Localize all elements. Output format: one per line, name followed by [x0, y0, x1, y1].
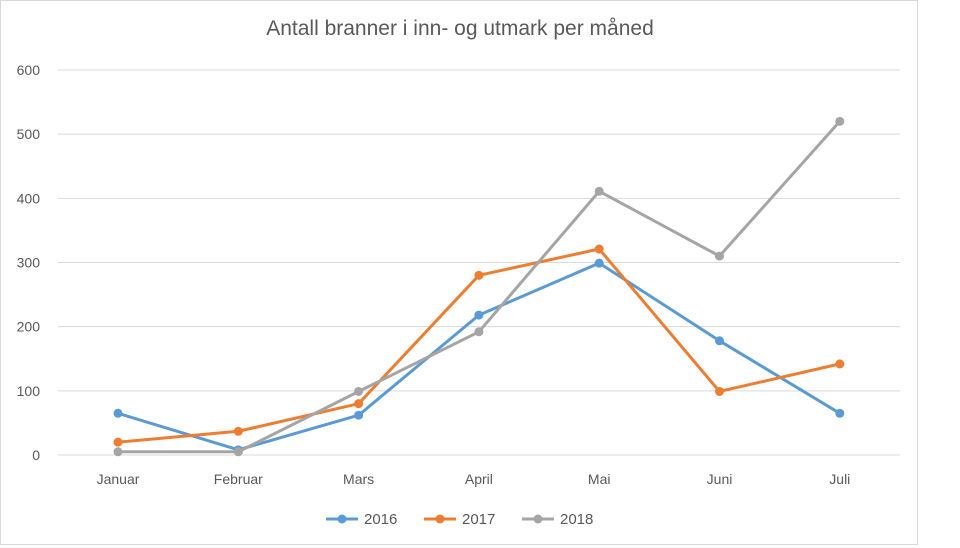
data-point-2018: [474, 327, 484, 337]
y-tick-label: 600: [17, 62, 41, 78]
legend-marker-2016: [337, 514, 347, 524]
y-tick-label: 400: [17, 190, 41, 206]
data-point-2016: [474, 310, 484, 320]
data-point-2018: [594, 186, 604, 196]
chart-frame: Antall branner i inn- og utmark per måne…: [0, 0, 918, 545]
data-point-2018: [233, 447, 243, 457]
y-tick-label: 100: [17, 383, 41, 399]
x-tick-label: Februar: [214, 471, 263, 487]
series-line-2018: [116, 119, 842, 454]
legend-label-2018: 2018: [560, 511, 593, 528]
legend-marker-2017: [435, 514, 445, 524]
x-tick-label: Juni: [707, 471, 733, 487]
data-point-2016: [113, 408, 123, 418]
series-line-2016: [116, 261, 842, 452]
legend-marker-2018: [533, 514, 543, 524]
y-tick-label: 500: [17, 126, 41, 142]
data-point-2018: [835, 116, 845, 126]
data-point-2017: [835, 359, 845, 369]
data-point-2017: [113, 437, 123, 447]
y-tick-label: 200: [17, 319, 41, 335]
x-tick-label: Mars: [343, 471, 374, 487]
data-point-2017: [474, 270, 484, 280]
legend-label-2017: 2017: [462, 511, 495, 528]
data-point-2016: [354, 410, 364, 420]
data-point-2017: [354, 399, 364, 409]
chart-title: Antall branner i inn- og utmark per måne…: [266, 17, 654, 40]
data-point-2016: [835, 408, 845, 418]
data-point-2017: [594, 244, 604, 254]
y-tick-label: 0: [32, 447, 40, 463]
x-tick-label: Mai: [588, 471, 611, 487]
x-tick-label: Januar: [97, 471, 140, 487]
data-point-2017: [715, 386, 724, 396]
legend-label-2016: 2016: [364, 511, 397, 528]
x-tick-label: April: [465, 471, 493, 487]
data-point-2018: [113, 447, 123, 457]
data-point-2016: [715, 336, 724, 346]
data-point-2018: [354, 386, 364, 396]
x-tick-label: Juli: [829, 471, 850, 487]
y-tick-label: 300: [17, 255, 41, 271]
data-point-2017: [233, 426, 243, 436]
data-point-2016: [594, 258, 604, 268]
data-point-2018: [715, 251, 724, 261]
